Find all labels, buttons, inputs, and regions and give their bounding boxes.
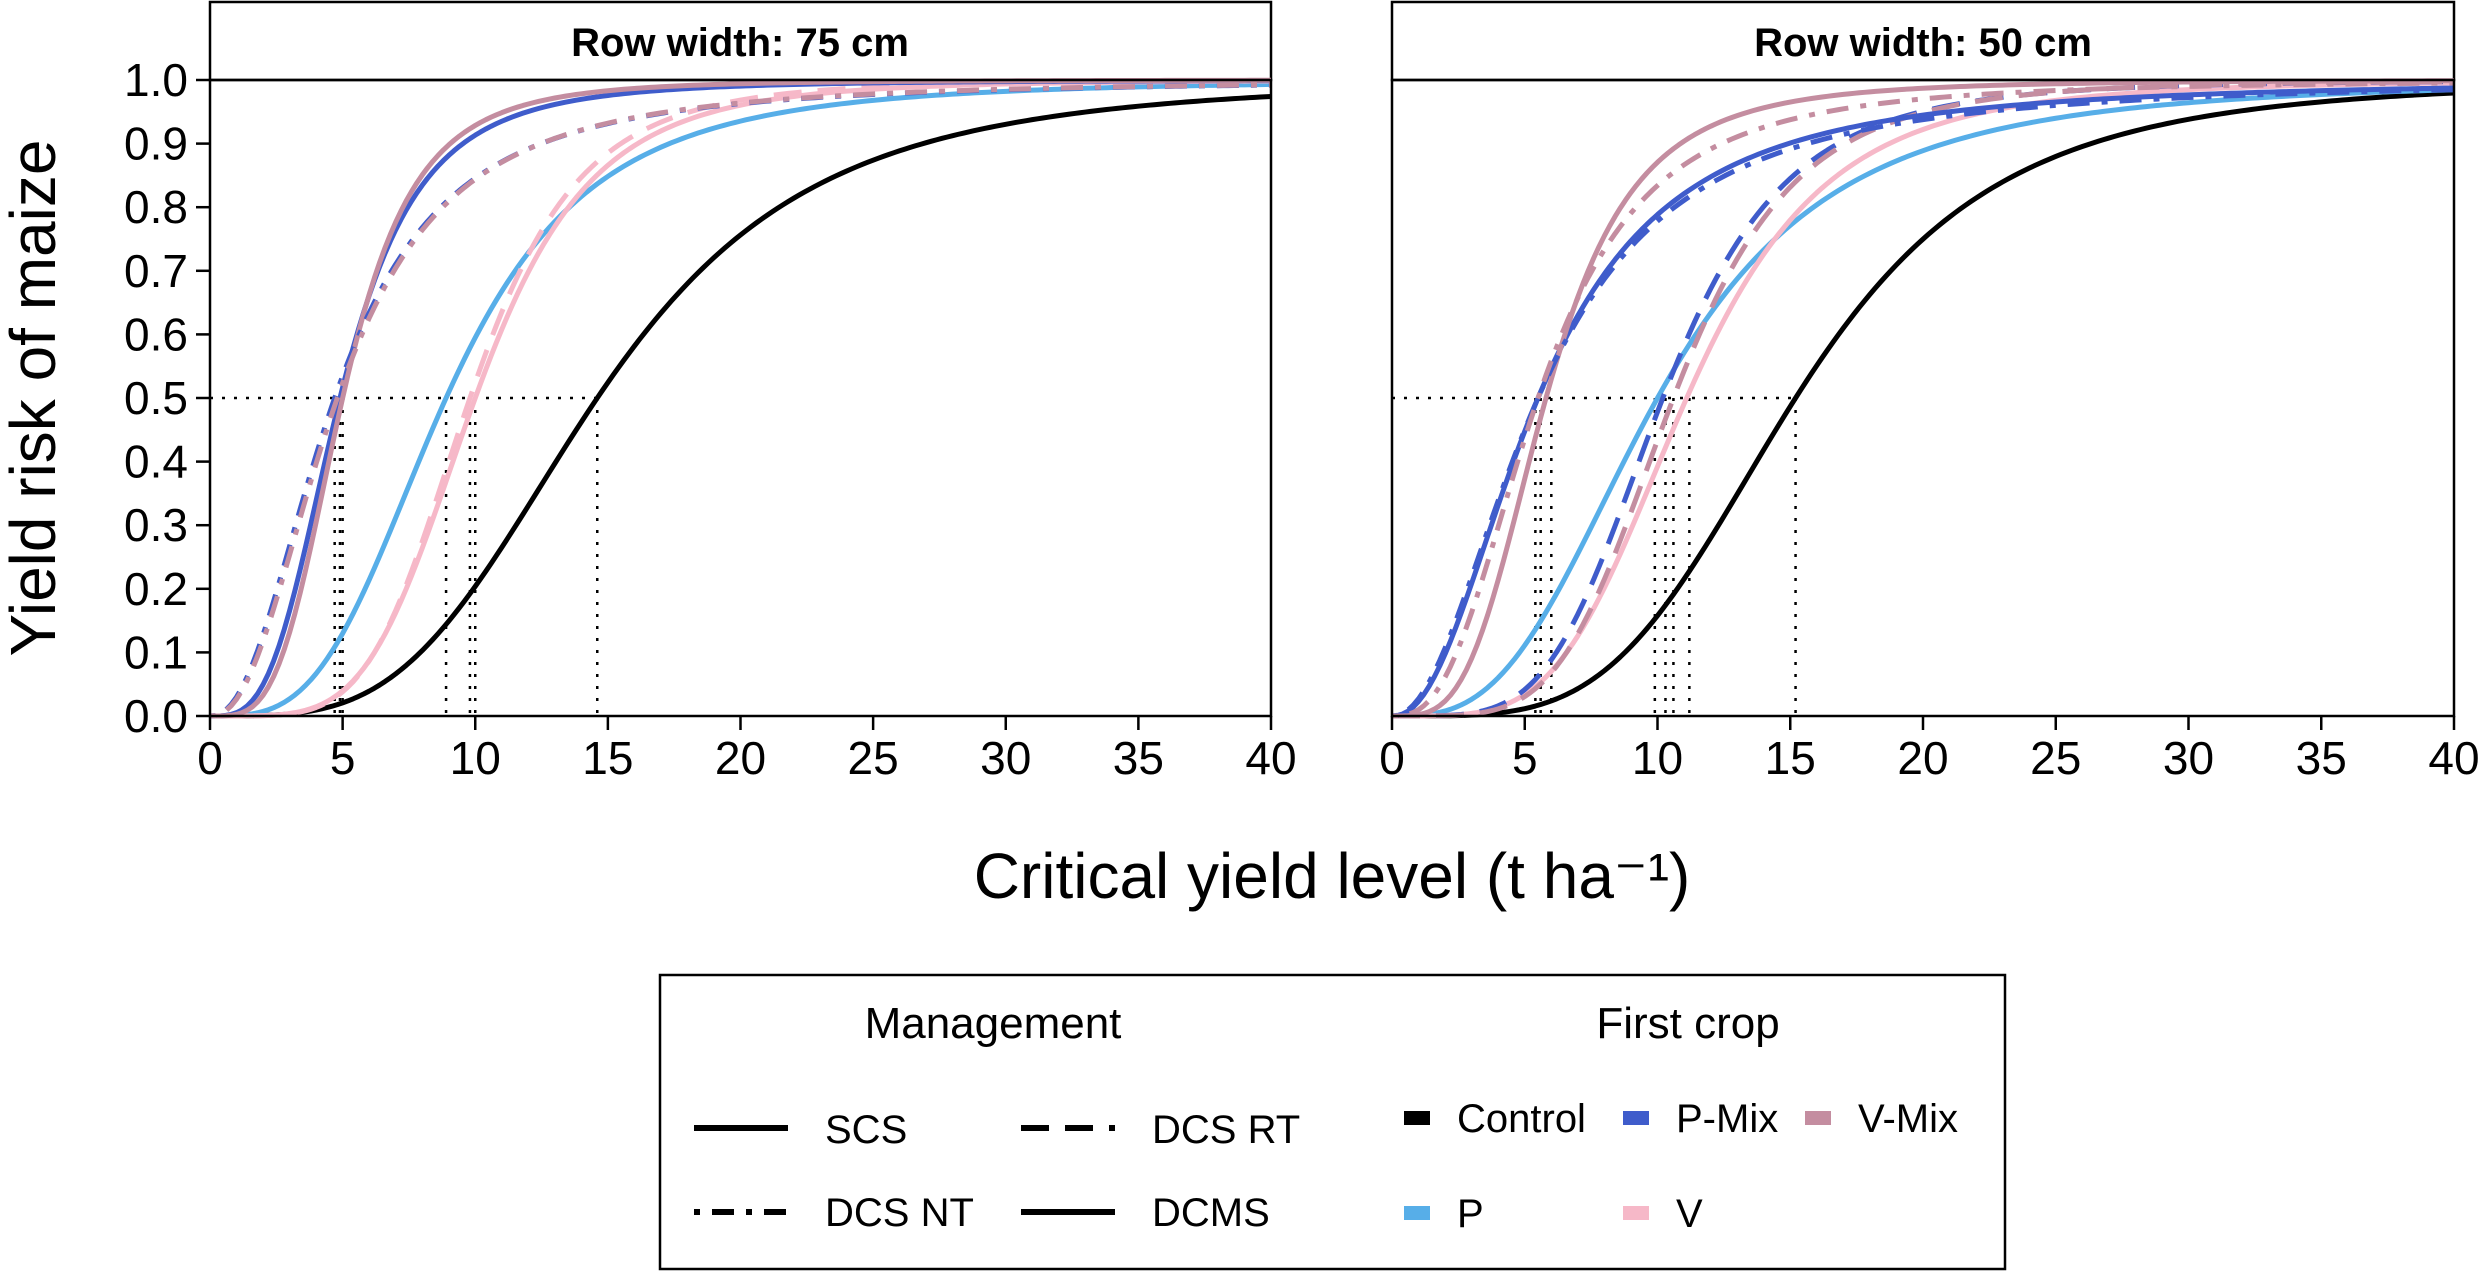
curve-p-mix-dcms xyxy=(209,78,1272,719)
curve-v-dcs-rt xyxy=(210,78,1272,719)
panel-row-width-75: Row width: 75 cm 0 5 10 15 20 25 30 35 40 0.0 0.1… xyxy=(124,0,1297,784)
risk-curves xyxy=(1391,78,2455,719)
panel-strip xyxy=(208,0,1273,82)
x-tick-label: 30 xyxy=(980,732,1031,784)
curve-p-scs xyxy=(210,81,1272,719)
legend-box xyxy=(658,973,2007,1271)
legend-label-dcs-rt: DCS RT xyxy=(1152,1108,1300,1152)
legend-label-control: Control xyxy=(1457,1097,1586,1141)
legend-swatch-control xyxy=(1404,1111,1430,1125)
x-tick-label: 5 xyxy=(330,732,356,784)
panel-strip-label: Row width: 50 cm xyxy=(1754,21,2092,65)
x-tick-label: 10 xyxy=(450,732,501,784)
legend-swatch-v xyxy=(1623,1206,1649,1220)
median-reference-lines xyxy=(1392,396,1797,716)
curve-p-scs xyxy=(1391,87,2455,719)
x-tick-label: 40 xyxy=(1245,732,1296,784)
curve-v-mix-dcms xyxy=(210,77,1272,719)
y-tick-label: 0.7 xyxy=(124,245,188,297)
legend-label-v: V xyxy=(1676,1192,1703,1236)
legend-title-first-crop: First crop xyxy=(1596,999,1779,1048)
x-tick-label: 0 xyxy=(197,732,223,784)
legend-swatch-p xyxy=(1404,1206,1430,1220)
x-tick-label: 30 xyxy=(2163,732,2214,784)
panel-row-width-50: Row width: 50 cm 0 5 10 15 20 25 30 35 40 xyxy=(1379,0,2480,784)
legend: Management First crop SCS DCS RT DCS NT … xyxy=(658,973,2007,1271)
x-axis: 0 5 10 15 20 25 30 35 40 xyxy=(1379,716,2480,784)
legend-swatch-v-mix xyxy=(1805,1111,1831,1125)
curve-v-mix-dcs-rt xyxy=(1392,78,2455,719)
y-tick-label: 0.6 xyxy=(124,308,188,360)
y-tick-label: 0.2 xyxy=(124,563,188,615)
y-tick-label: 1.0 xyxy=(124,54,188,106)
x-tick-label: 35 xyxy=(1113,732,1164,784)
x-tick-label: 20 xyxy=(1897,732,1948,784)
legend-label-dcs-nt: DCS NT xyxy=(825,1191,974,1235)
x-axis: 0 5 10 15 20 25 30 35 40 xyxy=(197,716,1297,784)
y-tick-label: 0.3 xyxy=(124,499,188,551)
y-tick-label: 0.0 xyxy=(124,690,188,742)
y-tick-label: 0.9 xyxy=(124,118,188,170)
curve-v-mix-dcs-nt xyxy=(1391,80,2455,719)
y-tick-label: 0.1 xyxy=(124,626,188,678)
y-tick-label: 0.4 xyxy=(124,436,188,488)
panel-strip-label: Row width: 75 cm xyxy=(571,21,909,65)
curve-control-scs xyxy=(1392,90,2455,719)
legend-label-p-mix: P-Mix xyxy=(1676,1097,1778,1141)
median-reference-lines xyxy=(210,396,599,716)
x-tick-label: 15 xyxy=(582,732,633,784)
x-tick-label: 25 xyxy=(848,732,899,784)
legend-swatch-p-mix xyxy=(1623,1111,1649,1125)
x-tick-label: 5 xyxy=(1512,732,1538,784)
curve-v-scs xyxy=(210,78,1272,719)
x-tick-label: 0 xyxy=(1379,732,1405,784)
plot-frame xyxy=(208,78,1273,718)
curve-v-mix-dcs-nt xyxy=(209,82,1272,719)
legend-title-management: Management xyxy=(865,999,1122,1048)
risk-curves xyxy=(209,77,1272,719)
legend-label-v-mix: V-Mix xyxy=(1858,1097,1958,1141)
x-tick-label: 10 xyxy=(1632,732,1683,784)
legend-label-scs: SCS xyxy=(825,1108,907,1152)
legend-label-dcms: DCMS xyxy=(1152,1191,1270,1235)
x-tick-label: 35 xyxy=(2296,732,2347,784)
x-axis-title: Critical yield level (t ha⁻¹) xyxy=(974,840,1691,912)
x-tick-label: 25 xyxy=(2030,732,2081,784)
x-tick-label: 40 xyxy=(2428,732,2479,784)
x-tick-label: 20 xyxy=(715,732,766,784)
y-tick-label: 0.8 xyxy=(124,181,188,233)
y-axis: 0.0 0.1 0.2 0.3 0.4 0.5 0.6 0.7 0.8 0.9 1.0 xyxy=(124,54,210,742)
curve-p-mix-dcs-nt xyxy=(1391,87,2455,719)
curve-p-mix-dcms xyxy=(1391,85,2455,719)
curve-control-scs xyxy=(210,93,1272,719)
y-axis-title: Yield risk of maize xyxy=(0,140,69,657)
legend-label-p: P xyxy=(1457,1192,1484,1236)
y-tick-label: 0.5 xyxy=(124,372,188,424)
curve-p-mix-dcs-nt xyxy=(209,82,1272,719)
x-tick-label: 15 xyxy=(1765,732,1816,784)
